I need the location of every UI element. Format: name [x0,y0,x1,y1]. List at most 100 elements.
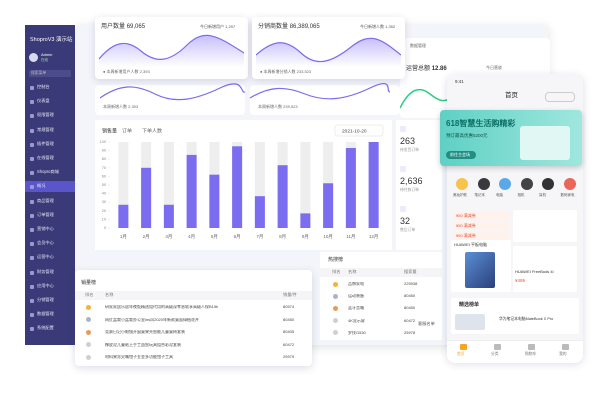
coupon-text: ¥50 满减券 [456,213,476,218]
tab-label: 购物车 [525,352,537,356]
panel-label: 数据管理 [410,43,426,48]
banner-button-text: 前往主会场 [450,152,470,157]
y-tick-label: 0 [104,226,106,230]
category-label: 笔记本 [474,193,486,197]
item-image [455,314,485,330]
menu-item[interactable]: 系统配置 [37,325,54,331]
tab-icon[interactable] [460,344,467,350]
table-cell: 25978 [404,329,416,335]
table-header-bg [75,291,312,300]
revenue: 运营总额 12.86 [406,66,447,72]
menu-item[interactable]: 订单管理 [37,211,54,217]
search-box[interactable]: 搜索菜单 [29,70,71,77]
menu-item[interactable]: 控制台 [37,84,50,89]
table-header: 名称 [348,269,357,274]
menu-icon [30,327,34,332]
table-cell: 80450 [404,305,416,311]
menu-item[interactable]: 插件管理 [37,140,54,146]
menu-item[interactable]: Shopro商城 [37,169,59,175]
stats-panel: 263 待发货订单 2,636 待付款订单 32 售后订单 [396,120,442,250]
tab-icon[interactable] [494,344,501,350]
tab-icon[interactable] [528,344,535,350]
menu-item[interactable]: 分销管理 [37,297,54,302]
category-icon[interactable] [520,178,533,190]
bar-track [163,142,174,228]
product-card[interactable] [513,246,577,292]
bar [277,165,288,228]
table-cell: 罗技G530 [348,330,366,335]
footer-link[interactable]: 客服名单 [418,321,435,326]
bar [323,183,334,228]
menu-item[interactable]: 商品管理 [37,197,54,203]
card-title: 分销商数量 86,389,065 [258,24,320,30]
menu-item[interactable]: 数据管理 [37,311,54,317]
product-name: HUAWEI FreeBuds 4i [515,269,554,274]
category-icon[interactable] [542,178,554,190]
menu-icon [30,242,34,247]
table-header: 搜索量 [404,269,417,274]
menu-item[interactable]: 会员中心 [37,240,54,246]
card-today: 今日新增用户 1,297 [200,24,236,29]
y-tick-label: 30 [102,200,106,204]
tab-label: 我的 [559,352,567,356]
x-tick-label: 5月 [211,234,218,240]
table-cell: 60472 [283,341,295,347]
menu-item[interactable]: 应用中心 [37,282,54,288]
menu-icon [30,256,34,261]
y-tick-label: 40 [102,192,106,196]
stat-value: 263 [400,136,416,146]
menu-item[interactable]: 常规管理 [37,126,54,132]
wave-chart [99,34,244,67]
menu-item[interactable]: 财务管理 [37,268,54,274]
category-label: 电脑 [496,193,503,197]
item-name: 华为笔记本电脑MateBook X Pro [499,317,554,321]
coupon[interactable]: ¥50 满减券 [453,232,509,240]
banner-title: 618智慧生活购精彩 [446,119,516,128]
x-tick-label: 11月 [346,234,355,240]
category-label: 美妆护肤 [453,193,467,197]
menu-icon [30,213,34,218]
menu-icon [30,284,34,289]
coupon[interactable]: ¥50 满减券 [453,212,509,220]
category-icon[interactable] [477,178,490,190]
coupon[interactable]: ¥50 满减券 [453,222,509,230]
menu-item[interactable]: 权限管理 [37,112,54,118]
category-icon[interactable] [456,178,468,190]
menu-item[interactable]: 仪表盘 [37,98,50,104]
rank-badge [333,281,338,287]
rank-badge [333,330,338,336]
tab-icon[interactable] [562,344,569,350]
category-label: 耳机 [539,193,546,197]
bar [163,204,174,228]
product-card[interactable] [513,210,577,242]
week-label: 本周新增人数 2,393 [103,104,139,109]
table-header: 名称 [105,292,114,297]
y-tick-label: 70 [102,166,106,170]
stat-card: 分销商数量 86,389,065 今日新增人数 1,352 ● 本周新增分销人数… [252,17,405,79]
product-name: HUAWEI 平板电脑 [454,242,487,247]
menu-item[interactable]: 运营中心 [37,254,54,260]
menu-icon [30,128,34,133]
menu-item[interactable]: 在线管理 [37,155,54,160]
bar [300,213,311,228]
banner[interactable]: 618智慧生活购精彩 预订最高优惠5200元 前往主会场 [440,110,582,166]
capsule-button[interactable] [545,92,575,102]
table-cell: 225938 [404,281,418,286]
chart-tab: 销售量 [102,127,117,134]
menu-icon [30,114,34,119]
category-icon[interactable] [499,178,511,190]
stat-card: 用户数量 69,065 今日新增用户 1,297 ● 本周新增用户人数 2,39… [95,17,248,79]
menu-item[interactable]: 营销中心 [37,226,54,231]
banner-button[interactable]: 前往主会场 [446,151,476,159]
tab-bar [447,340,583,363]
bar-track [118,142,129,228]
stat-value: 2,636 [400,176,423,186]
back-card: 本周新增人数 2,393 [95,85,245,115]
menu-item[interactable]: 概况 [37,183,46,189]
table-cell: 80574 [283,304,295,309]
table-cell: 材料果冻尖嘴钳子五金多功能钳子工具 [105,355,173,359]
product-image [465,252,495,288]
category-icon[interactable] [563,178,576,190]
